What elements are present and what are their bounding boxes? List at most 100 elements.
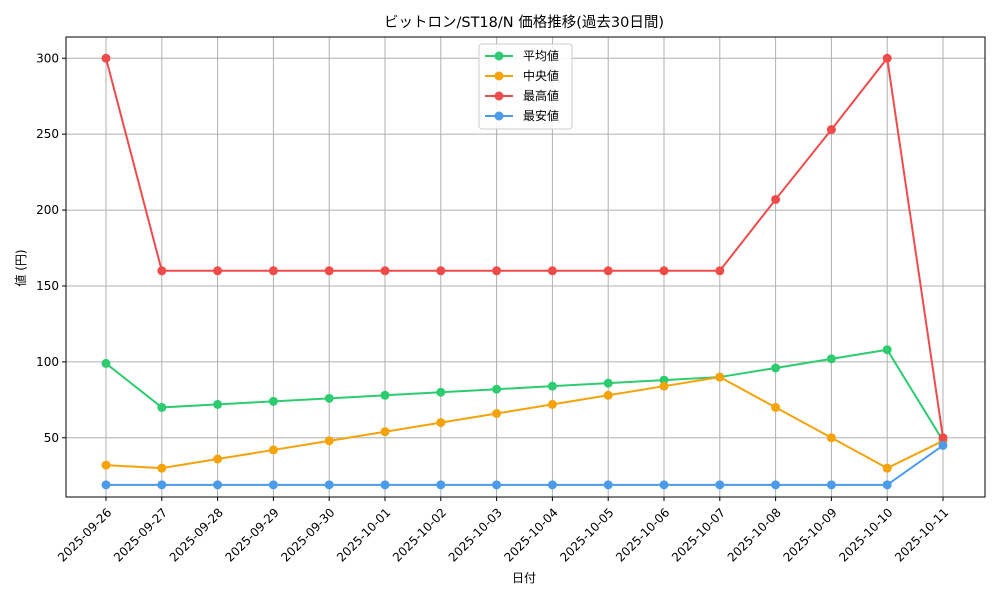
x-tick-label: 2025-09-27 [111,505,170,564]
data-point [771,480,781,490]
x-tick-label: 2025-10-01 [334,505,393,564]
data-point [882,53,892,63]
x-tick-label: 2025-10-02 [390,505,449,564]
x-tick-label: 2025-10-10 [836,505,895,564]
data-point [436,266,446,276]
y-tick-label: 250 [36,127,59,141]
data-point [547,480,557,490]
series-line [106,444,944,486]
x-tick-label: 2025-10-09 [781,505,840,564]
data-point [547,399,557,409]
legend-label: 中央値 [523,68,559,83]
legend-item: 中央値 [485,68,559,83]
x-tick-label: 2025-10-07 [669,505,728,564]
legend-label: 平均値 [523,48,559,63]
y-tick-label: 150 [36,279,59,293]
data-point [101,480,111,490]
data-point [603,378,613,388]
series-3 [101,53,948,443]
data-point [659,381,669,391]
data-point [324,393,334,403]
y-tick-label: 200 [36,203,59,217]
data-point [157,480,167,490]
data-point [380,427,390,437]
data-point [826,125,836,135]
x-axis-label: 日付 [512,571,536,585]
chart-title: ビットロン/ST18/N 価格推移(過去30日間) [384,14,664,31]
y-tick-label: 100 [36,355,59,369]
data-point [268,445,278,455]
plot-frame [65,36,986,498]
data-point [213,399,223,409]
data-point [324,266,334,276]
data-point [826,480,836,490]
data-point [213,480,223,490]
data-point [101,358,111,368]
data-point [771,194,781,204]
data-point [659,480,669,490]
y-tick-label: 300 [36,51,59,65]
data-point [492,266,502,276]
series-line [105,348,944,442]
data-point [101,53,111,63]
x-tick-label: 2025-10-08 [725,505,784,564]
data-point [380,390,390,400]
data-point [938,433,948,443]
x-tick-label: 2025-10-06 [613,505,672,564]
data-point [268,480,278,490]
data-point [938,440,948,450]
data-point [882,345,892,355]
data-point [715,372,725,382]
x-tick-label: 2025-09-30 [278,505,337,564]
data-point [882,463,892,473]
data-point [603,390,613,400]
legend-item: 最高値 [485,88,559,103]
data-point [492,384,502,394]
data-point [436,480,446,490]
data-point [101,460,111,470]
data-point [213,266,223,276]
data-point [157,266,167,276]
series-1 [101,345,948,446]
data-point [715,480,725,490]
series-4 [101,440,948,490]
series-2 [101,372,948,473]
x-tick-label: 2025-10-04 [502,505,561,564]
data-point [771,402,781,412]
data-point [547,266,557,276]
legend-marker [494,51,504,61]
x-tick-label: 2025-10-05 [557,505,616,564]
data-point [603,266,613,276]
legend-label: 最高値 [523,88,559,103]
data-point [157,463,167,473]
x-tick-label: 2025-10-11 [892,505,951,564]
data-point [603,480,613,490]
legend-item: 最安値 [485,108,559,123]
series-line [105,376,944,470]
series-layer [101,53,948,490]
data-point [547,381,557,391]
data-point [826,433,836,443]
legend-marker [494,91,504,101]
data-point [213,454,223,464]
x-tick-label: 2025-09-29 [223,505,282,564]
data-point [882,480,892,490]
data-point [826,354,836,364]
series-line [105,55,944,438]
x-tick-label: 2025-10-03 [446,505,505,564]
legend-box [478,43,573,130]
data-point [771,363,781,373]
x-tick-label: 2025-09-26 [55,505,114,564]
y-tick-label: 50 [44,431,59,445]
data-point [492,409,502,419]
data-point [715,266,725,276]
x-tick-label: 2025-09-28 [167,505,226,564]
legend-marker [494,71,504,81]
data-point [436,418,446,428]
data-point [157,402,167,412]
data-point [268,396,278,406]
data-point [380,266,390,276]
